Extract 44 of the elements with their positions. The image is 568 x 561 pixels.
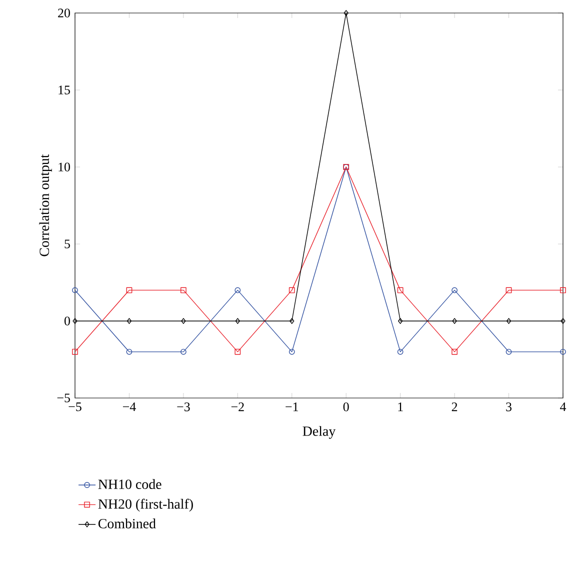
point	[506, 318, 512, 324]
point	[452, 348, 458, 355]
x-tick-label: 0	[343, 402, 349, 412]
point	[452, 287, 458, 294]
point	[344, 10, 348, 16]
y-tick-label: 15	[58, 86, 70, 94]
point	[290, 318, 294, 324]
point	[506, 348, 512, 355]
y-axis-title: Correlation output	[39, 154, 52, 256]
y-tick-label: 0	[64, 316, 70, 326]
point	[181, 318, 186, 324]
point	[126, 287, 132, 294]
point	[126, 348, 132, 355]
x-tick-label: −3	[177, 402, 190, 412]
x-tick-label: 1	[398, 402, 403, 412]
legend-label: Combined	[98, 518, 156, 528]
point	[397, 287, 404, 294]
point	[288, 348, 295, 355]
point	[72, 348, 78, 355]
point	[126, 318, 132, 324]
y-tick-label: 20	[58, 8, 70, 18]
point	[180, 348, 186, 355]
y-tick-label: 5	[64, 240, 70, 248]
point	[398, 318, 403, 324]
x-tick-label: −1	[286, 402, 298, 412]
legend-label: NH10 code	[98, 479, 162, 490]
y-tick-label: 10	[58, 162, 70, 172]
x-tick-label: 4	[560, 402, 566, 412]
x-tick-label: −2	[231, 402, 244, 412]
point	[452, 318, 457, 324]
x-tick-label: −4	[122, 402, 136, 412]
point	[235, 318, 240, 324]
point	[180, 287, 186, 294]
legend-label: NH20 (first-half)	[98, 498, 193, 512]
x-tick-label: 3	[506, 402, 512, 412]
point	[560, 287, 566, 294]
x-tick-label: 2	[452, 402, 458, 412]
point	[397, 348, 404, 355]
point	[234, 287, 241, 294]
x-axis-title: Delay	[302, 426, 336, 439]
point	[506, 287, 512, 294]
point	[288, 287, 295, 294]
point	[234, 348, 241, 355]
y-tick-label: −5	[57, 394, 70, 402]
